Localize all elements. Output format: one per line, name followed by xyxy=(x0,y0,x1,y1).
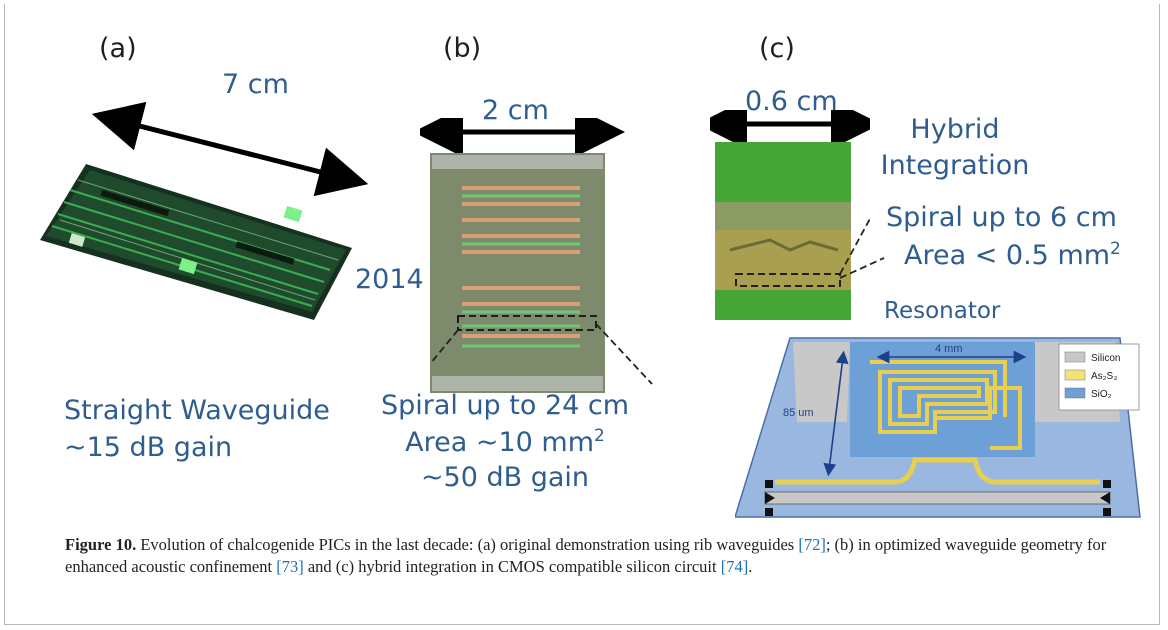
panel-c-resonator-label: Resonator xyxy=(884,298,1001,324)
caption-figure-label: Figure 10. xyxy=(65,535,137,554)
panel-b-zoom-line xyxy=(595,323,653,385)
panel-a-text-line2: ~15 dB gain xyxy=(64,432,233,463)
caption-text-2: ; (b) in optimized waveguide geometry fo… xyxy=(65,535,1107,576)
panel-label-a: (a) xyxy=(99,33,137,64)
panel-c-title-line1: Hybrid xyxy=(910,114,1000,145)
panel-a-dimension: 7 cm xyxy=(222,69,289,100)
caption-text-1: Evolution of chalcogenide PICs in the la… xyxy=(136,535,799,554)
resonator-height-label: 85 um xyxy=(783,407,814,419)
caption-ref-74[interactable]: [74] xyxy=(720,556,749,576)
legend-swatch-sio2 xyxy=(1064,387,1086,399)
panel-c-spiral-line2: Area < 0.5 mm2 xyxy=(904,239,1121,271)
panel-b-year: 2014 xyxy=(355,264,424,295)
resonator-diagram: 4 mm 85 um Silicon As₂S₃ SiO₂ xyxy=(735,337,1141,518)
resonator-width-label: 4 mm xyxy=(935,343,963,355)
panel-b-text-line2-sup: 2 xyxy=(594,426,605,446)
legend-swatch-silicon xyxy=(1064,351,1086,363)
caption-text-4: . xyxy=(748,556,753,576)
panel-a-chip-photo xyxy=(40,101,369,320)
legend-swatch-as2s3 xyxy=(1064,369,1086,381)
caption-ref-72[interactable]: [72] xyxy=(798,535,826,554)
caption-text-3: and (c) hybrid integration in CMOS compa… xyxy=(303,556,721,576)
panel-b-text-line2: Area ~10 mm2 xyxy=(405,426,605,458)
panel-c-title-line2: Integration xyxy=(880,150,1030,181)
panel-a-text-line1: Straight Waveguide xyxy=(64,395,330,426)
figure-frame xyxy=(4,4,1160,625)
caption-ref-73[interactable]: [73] xyxy=(276,556,304,576)
panel-label-b: (b) xyxy=(443,33,482,64)
legend-label-sio2: SiO₂ xyxy=(1091,389,1112,400)
panel-label-c: (c) xyxy=(759,33,795,64)
legend-label-silicon: Silicon xyxy=(1091,353,1120,364)
figure-caption: Figure 10. Evolution of chalcogenide PIC… xyxy=(65,534,1125,578)
legend-label-as2s3: As₂S₃ xyxy=(1091,371,1117,382)
panel-c-chip-photo xyxy=(710,110,870,320)
panel-b-chip-photo xyxy=(420,118,625,393)
panel-c-spiral-line1: Spiral up to 6 cm xyxy=(886,202,1117,233)
panel-c-spiral-line2-sup: 2 xyxy=(1110,239,1121,259)
panel-c-zoom-line xyxy=(839,257,885,279)
panel-b-text-line1: Spiral up to 24 cm xyxy=(380,390,630,421)
panel-b-text-line3: ~50 dB gain xyxy=(420,462,590,493)
